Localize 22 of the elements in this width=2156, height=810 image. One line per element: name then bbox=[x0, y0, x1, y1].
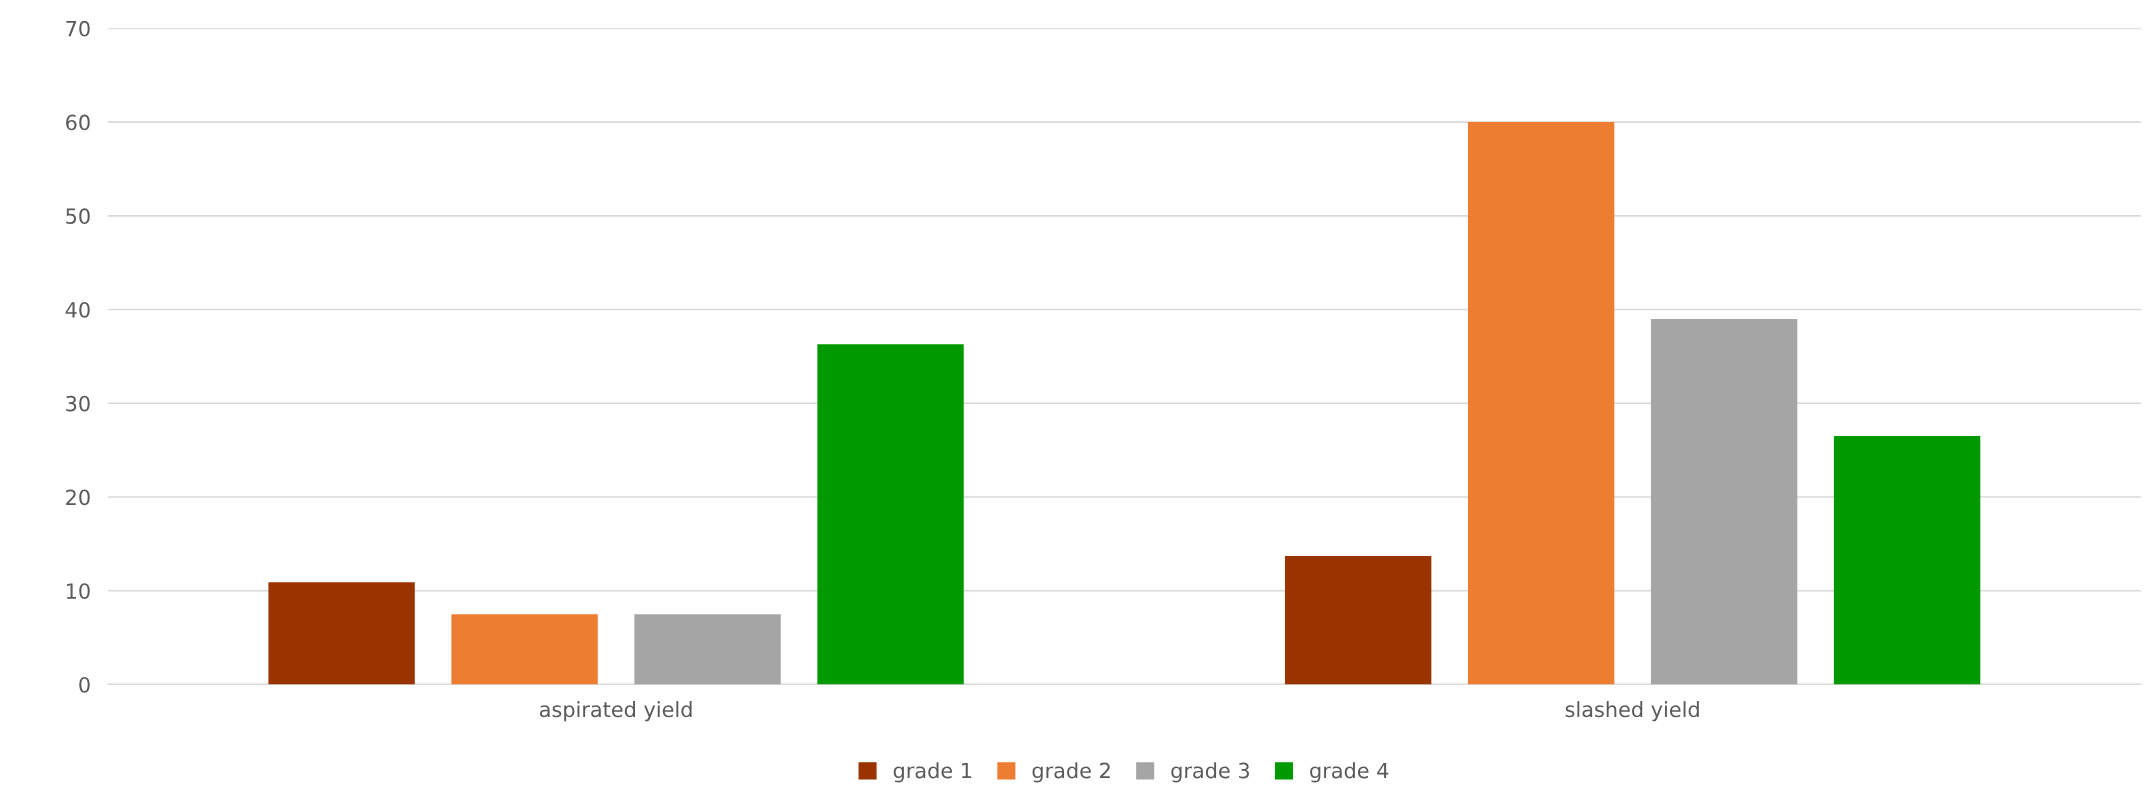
bar bbox=[1833, 436, 1981, 685]
y-tick-label: 40 bbox=[65, 301, 90, 318]
bar bbox=[1467, 122, 1615, 685]
legend-label: grade 4 bbox=[1310, 762, 1389, 783]
bar bbox=[1284, 556, 1432, 685]
bar bbox=[1650, 318, 1798, 685]
y-tick-label: 30 bbox=[66, 395, 90, 412]
y-tick-label: 50 bbox=[66, 208, 90, 225]
bar bbox=[451, 614, 598, 685]
x-tick-label: aspirated yield bbox=[539, 701, 692, 722]
legend-label: grade 3 bbox=[1171, 762, 1249, 783]
bar bbox=[817, 344, 964, 685]
y-tick-label: 0 bbox=[79, 676, 90, 693]
y-tick-label: 70 bbox=[66, 20, 90, 37]
y-tick-label: 60 bbox=[66, 114, 90, 131]
bar bbox=[268, 582, 415, 685]
y-tick-label: 10 bbox=[66, 583, 90, 599]
x-tick-label: slashed yield bbox=[1565, 701, 1699, 722]
y-tick-label: 20 bbox=[66, 489, 90, 506]
legend-label: grade 1 bbox=[893, 762, 972, 783]
legend-label: grade 2 bbox=[1032, 762, 1110, 783]
bar bbox=[634, 614, 781, 685]
